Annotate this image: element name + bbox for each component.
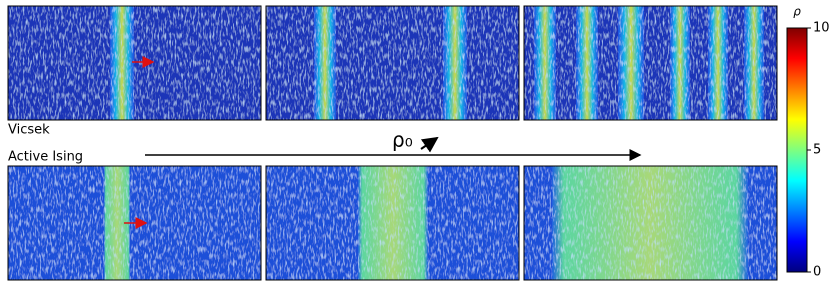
colorbar-label: ρ [793,5,801,19]
band [110,6,134,120]
panel-frame [7,5,262,121]
panel-frame [265,165,520,281]
increase-arrow [420,136,439,153]
panel-frame [265,5,520,121]
band [443,6,467,120]
panel-frame [523,165,778,281]
band [744,6,764,120]
panel-bg [524,6,777,120]
band [358,166,428,280]
annotation: ρ₀ [392,128,413,152]
panel-bg [8,6,261,120]
band [618,6,644,120]
band [314,6,336,120]
band [534,6,556,120]
colorbar-ticks: 0 5 10 [807,21,830,280]
panel-bg [266,6,519,120]
row-label: Vicsek [8,123,50,138]
panel-frame [7,165,262,281]
colorbar-tick-label: 0 [813,265,821,280]
band [670,6,690,120]
colorbar-tick-label: 10 [813,21,830,36]
colorbar-tick-label: 5 [813,143,821,158]
panel-frame [523,5,778,121]
band [576,6,598,120]
heatmaps [8,6,777,280]
row-label: Active Ising [8,150,83,165]
band [708,6,728,120]
colorbar [786,27,808,273]
band [552,166,748,280]
frames [7,5,778,281]
